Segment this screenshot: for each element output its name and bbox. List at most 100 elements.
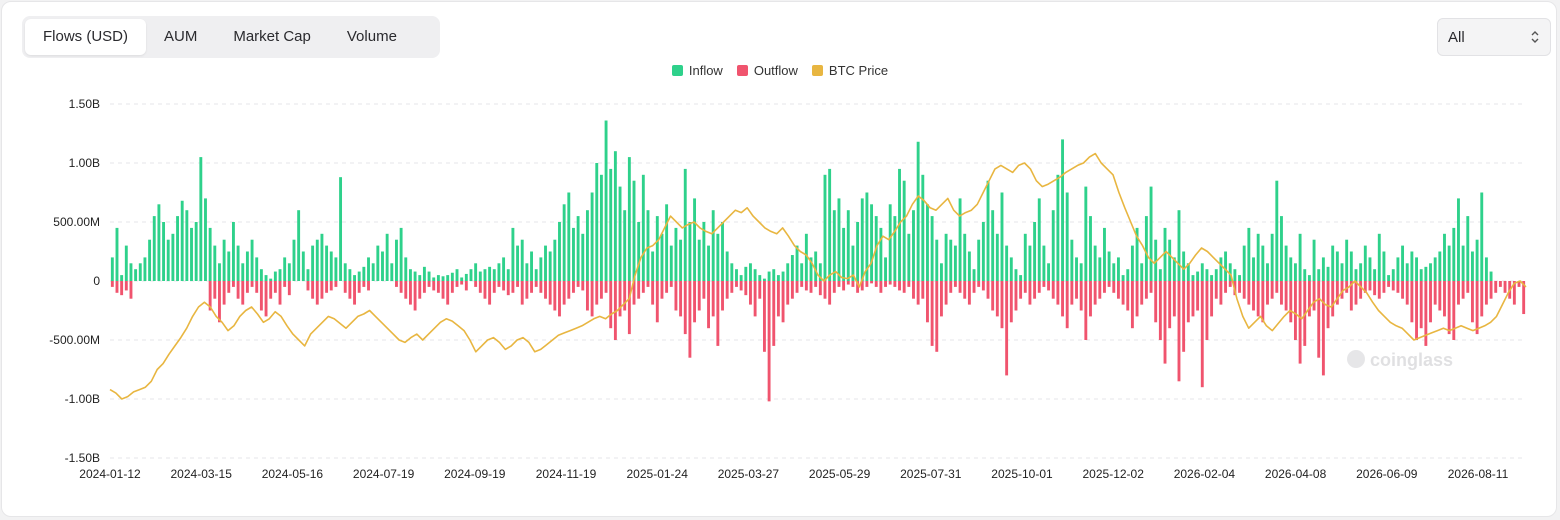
legend-label-inflow: Inflow xyxy=(688,63,723,78)
inflow-bar xyxy=(669,245,673,281)
outflow-bar xyxy=(460,281,464,285)
inflow-bar xyxy=(744,266,748,281)
inflow-bar xyxy=(804,233,808,281)
legend-item-outflow[interactable]: Outflow xyxy=(736,63,798,78)
outflow-bar xyxy=(110,281,114,287)
outflow-bar xyxy=(245,281,249,293)
inflow-bar xyxy=(1433,257,1437,281)
outflow-bar xyxy=(879,281,883,293)
outflow-bar xyxy=(949,281,953,293)
outflow-bar xyxy=(1335,281,1339,305)
outflow-bar xyxy=(1494,281,1498,293)
outflow-bar xyxy=(1028,281,1032,305)
inflow-bar xyxy=(1191,275,1195,281)
x-tick-label: 2026-04-08 xyxy=(1265,467,1327,481)
inflow-bar xyxy=(120,275,124,281)
inflow-bar xyxy=(306,269,310,281)
outflow-bar xyxy=(558,281,561,317)
outflow-bar xyxy=(1224,281,1228,293)
x-tick-label: 2026-02-04 xyxy=(1174,467,1236,481)
range-select[interactable]: All xyxy=(1437,18,1551,56)
outflow-bar xyxy=(1051,281,1055,299)
inflow-bar xyxy=(599,174,603,281)
outflow-bar xyxy=(739,281,743,291)
outflow-bar xyxy=(1075,281,1078,299)
outflow-bar xyxy=(1293,281,1297,340)
inflow-bar xyxy=(1484,257,1488,281)
inflow-bar xyxy=(492,269,496,281)
outflow-bar xyxy=(907,281,911,287)
inflow-bar xyxy=(213,245,217,281)
outflow-bar xyxy=(837,281,841,287)
inflow-bar xyxy=(1368,257,1372,281)
outflow-bar xyxy=(632,281,636,305)
inflow-bar xyxy=(218,263,221,281)
outflow-bar xyxy=(1443,281,1446,317)
inflow-bar xyxy=(231,222,235,281)
outflow-bar xyxy=(1517,281,1521,287)
outflow-bar xyxy=(1396,281,1400,293)
tab-market-cap[interactable]: Market Cap xyxy=(233,28,311,45)
outflow-bar xyxy=(273,281,277,293)
outflow-bar xyxy=(953,281,957,287)
inflow-bar xyxy=(1135,227,1139,281)
outflow-bar xyxy=(697,281,701,311)
inflow-bar xyxy=(1186,263,1190,281)
chart-legend: Inflow Outflow BTC Price xyxy=(0,63,1560,78)
inflow-bar xyxy=(502,257,506,281)
inflow-bar xyxy=(1107,251,1111,281)
outflow-bar xyxy=(1135,281,1139,317)
inflow-bar xyxy=(1070,239,1074,281)
inflow-bar xyxy=(660,233,664,281)
inflow-bar xyxy=(1214,269,1218,281)
outflow-bar xyxy=(1457,281,1460,305)
inflow-bar xyxy=(953,245,957,281)
outflow-bar xyxy=(898,281,901,291)
outflow-bar xyxy=(711,281,715,317)
inflow-bar xyxy=(1280,216,1283,281)
x-tick-label: 2024-09-19 xyxy=(444,467,506,481)
inflow-bar xyxy=(180,200,184,281)
outflow-bar xyxy=(1196,281,1200,311)
inflow-bar xyxy=(725,251,729,281)
outflow-bar xyxy=(707,281,710,329)
inflow-bar xyxy=(986,180,990,281)
inflow-bar xyxy=(1116,257,1120,281)
tab-volume[interactable]: Volume xyxy=(346,28,397,45)
inflow-bar xyxy=(1126,269,1130,281)
inflow-bar xyxy=(124,245,128,281)
inflow-bar xyxy=(1228,263,1232,281)
inflow-bar xyxy=(1037,198,1041,281)
outflow-bar xyxy=(367,281,370,291)
outflow-bar xyxy=(730,281,734,293)
outflow-bar xyxy=(562,281,566,305)
inflow-bar xyxy=(870,204,874,281)
outflow-bar xyxy=(1093,281,1097,305)
inflow-bar xyxy=(683,168,687,281)
outflow-bar xyxy=(278,281,282,305)
inflow-bar xyxy=(325,245,329,281)
legend-item-btc-price[interactable]: BTC Price xyxy=(811,63,888,78)
inflow-bar xyxy=(460,277,464,281)
outflow-bar xyxy=(1284,281,1288,311)
x-tick-label: 2024-01-12 xyxy=(79,467,141,481)
inflow-bar xyxy=(1247,227,1251,281)
inflow-bar xyxy=(1047,263,1051,281)
outflow-bar xyxy=(1289,281,1293,323)
outflow-bar xyxy=(655,281,659,323)
outflow-bar xyxy=(1419,281,1423,329)
inflow-bar xyxy=(506,269,510,281)
y-tick-label: -1.50B xyxy=(65,451,100,465)
outflow-bar xyxy=(935,281,939,352)
inflow-bar xyxy=(283,257,287,281)
tab-aum[interactable]: AUM xyxy=(164,28,198,45)
legend-swatch-inflow xyxy=(671,65,683,76)
outflow-bar xyxy=(227,281,231,293)
legend-item-inflow[interactable]: Inflow xyxy=(671,63,723,78)
outflow-bar xyxy=(776,281,780,317)
outflow-bar xyxy=(1238,281,1241,293)
tab-flows[interactable]: Flows (USD) xyxy=(25,19,146,55)
inflow-bar xyxy=(455,269,459,281)
inflow-bar xyxy=(464,273,468,281)
